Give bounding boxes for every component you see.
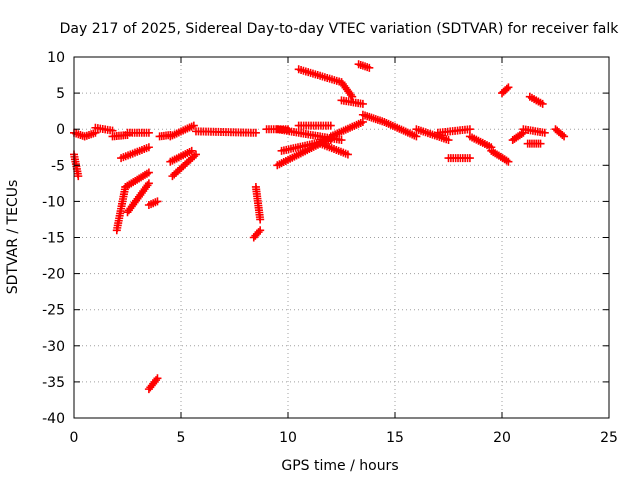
data-point [540,128,549,137]
y-tick-label: 5 [56,86,65,102]
data-point [144,128,153,137]
data-point [558,130,567,139]
y-tick-label: 10 [47,50,65,66]
data-point [560,132,569,141]
x-tick-label: 25 [600,430,618,446]
data-point [256,226,265,235]
data-point [191,150,200,159]
data-point [444,136,453,145]
data-point [337,136,346,145]
y-tick-label: -10 [42,194,65,210]
y-tick-label: 0 [56,122,65,138]
y-tick-label: -15 [42,231,65,247]
y-tick-label: -40 [42,411,65,427]
data-point [358,117,367,126]
data-points [70,60,569,394]
data-point [343,150,352,159]
axis-ticks: 0 5 10 15 20 25 10 5 0 -5 -10 -15 -20 -25 -30 -35 -40 [42,50,618,446]
data-point [144,168,153,177]
data-point [412,132,421,141]
data-point [144,143,153,152]
x-tick-label: 0 [70,430,79,446]
x-axis-label: GPS time / hours [281,458,398,474]
y-tick-label: -25 [42,303,65,319]
data-point [189,121,198,130]
x-tick-label: 15 [386,430,404,446]
y-tick-label: -35 [42,375,65,391]
y-axis-label: SDTVAR / TECUs [5,180,21,295]
data-point [536,139,545,148]
data-point [153,197,162,206]
data-point [190,152,199,161]
data-point [465,125,474,134]
y-tick-label: -5 [51,158,65,174]
data-point [187,146,196,155]
data-point [144,179,153,188]
data-point [74,172,83,181]
data-point [538,99,547,108]
x-tick-label: 10 [279,430,297,446]
data-point [254,228,263,237]
y-tick-label: -20 [42,267,65,283]
data-point [465,154,474,163]
data-point [152,376,161,385]
data-point [502,84,511,93]
data-point [504,83,513,92]
data-point [256,215,265,224]
data-point [153,374,162,383]
x-tick-label: 20 [493,430,511,446]
data-point [251,128,260,137]
chart-title: Day 217 of 2025, Sidereal Day-to-day VTE… [60,21,620,37]
data-point [365,63,374,72]
y-tick-label: -30 [42,339,65,355]
data-point [326,121,335,130]
x-tick-label: 5 [177,430,186,446]
data-point [517,130,526,139]
data-point [504,157,513,166]
data-point [358,99,367,108]
data-point [346,90,355,99]
data-point [348,92,357,101]
grid [74,57,609,418]
